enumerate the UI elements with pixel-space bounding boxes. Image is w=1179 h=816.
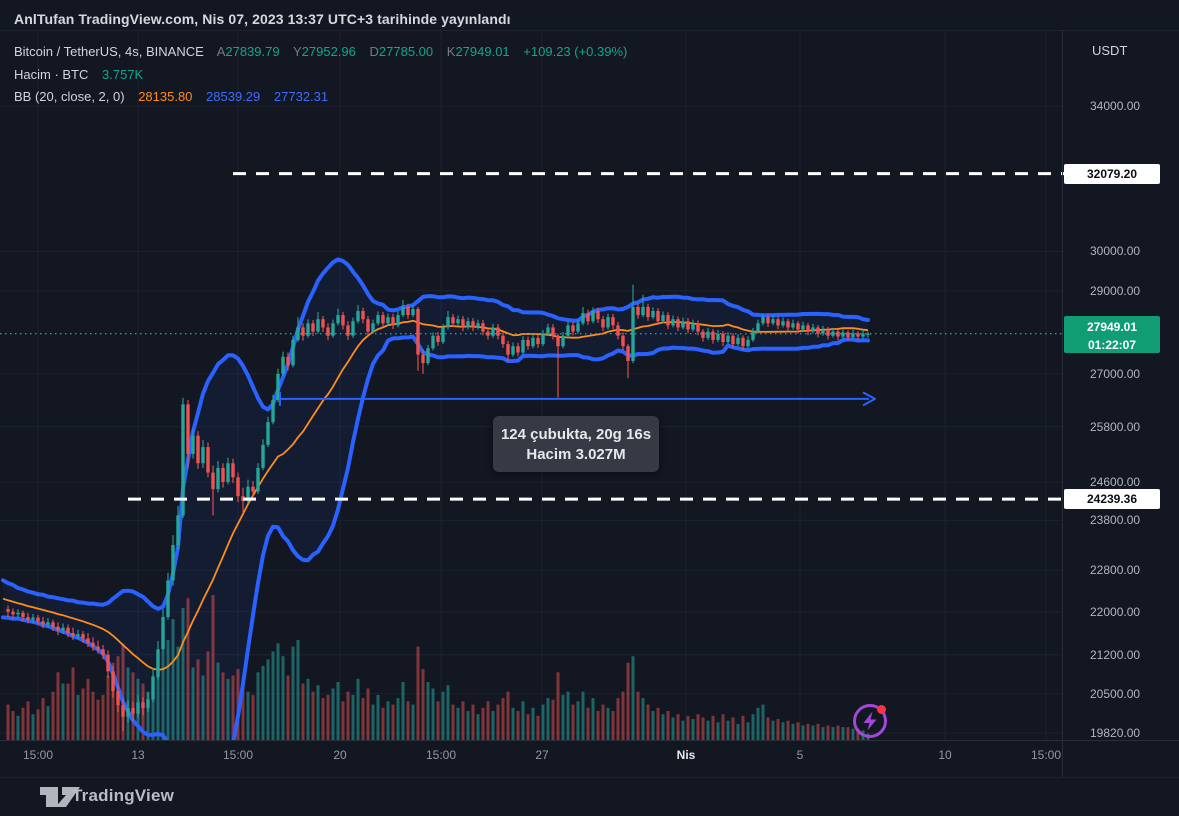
notification-dot [877,705,886,714]
bb-lower-value: 27732.31 [273,89,329,104]
low-key: D [369,44,379,59]
symbol-legend[interactable]: Bitcoin / TetherUS, 4s, BINANCE A27839.7… [14,44,627,59]
price-axis-tick: 24600.00 [1090,474,1141,489]
price-axis-tick: 25800.00 [1090,419,1141,434]
high-value: 27952.96 [301,44,356,59]
close-value: 27949.01 [455,44,510,59]
price-axis-tick: 30000.00 [1090,244,1141,259]
mind-lightning-icon[interactable] [848,699,892,743]
volume-value: 3.757K [102,67,144,82]
change-value: +109.23 (+0.39%) [523,44,628,59]
time-axis-tick: 15:00 [425,748,457,762]
level-price-label-lower: 24239.36 [1064,489,1160,510]
tradingview-logo-icon[interactable] [38,784,82,812]
price-axis-tick: 34000.00 [1090,99,1141,114]
price-axis-tick: 20500.00 [1090,686,1141,701]
price-axis-tick: 22800.00 [1090,563,1141,578]
high-key: Y [292,44,302,59]
bb-basis-value: 28135.80 [138,89,193,104]
price-axis-tick: 27000.00 [1090,366,1141,381]
volume-legend[interactable]: Hacim · BTC 3.757K [14,67,143,82]
price-axis-tick: 19820.00 [1090,725,1141,740]
measure-tooltip: 124 çubukta, 20g 16s Hacim 3.027M [493,416,659,472]
time-axis-tick: 15:00 [222,748,254,762]
measure-volume-text: Hacim 3.027M [526,445,626,463]
measure-range-text: 124 çubukta, 20g 16s [500,425,652,443]
bb-legend[interactable]: BB (20, close, 2, 0) 28135.80 28539.29 2… [14,89,328,104]
tradingview-wordmark[interactable]: TradingView [72,786,175,805]
bb-title[interactable]: BB (20, close, 2, 0) [14,89,125,104]
low-value: 27785.00 [378,44,434,59]
time-axis-tick: 15:00 [1030,748,1062,762]
published-header: AnlTufan TradingView.com, Nis 07, 2023 1… [14,11,511,27]
time-axis-tick: 15:00 [22,748,54,762]
last-price-label: 27949.01 01:22:07 [1064,315,1160,353]
last-price-value: 27949.01 [1086,319,1138,334]
symbol-title[interactable]: Bitcoin / TetherUS, 4s, BINANCE [14,44,204,59]
axis-currency-label[interactable]: USDT [1092,43,1128,58]
time-axis-tick: 13 [131,748,145,762]
time-axis-tick: 5 [796,748,804,762]
time-axis-tick: 27 [535,748,549,762]
open-key: A [216,44,226,59]
time-axis-tick: 10 [938,748,952,762]
time-axis-tick: Nis [676,748,696,762]
bar-countdown: 01:22:07 [1087,337,1137,352]
open-value: 27839.79 [225,44,280,59]
price-axis-tick: 29000.00 [1090,283,1141,298]
volume-title[interactable]: Hacim · BTC [14,67,89,82]
price-axis-tick: 22000.00 [1090,604,1141,619]
time-axis-tick: 20 [333,748,347,762]
close-key: K [446,44,456,59]
bb-upper-value: 28539.29 [206,89,261,104]
level-price-label-upper: 32079.20 [1064,163,1160,184]
price-axis-tick: 23800.00 [1090,513,1141,528]
price-axis-tick: 21200.00 [1090,647,1141,662]
